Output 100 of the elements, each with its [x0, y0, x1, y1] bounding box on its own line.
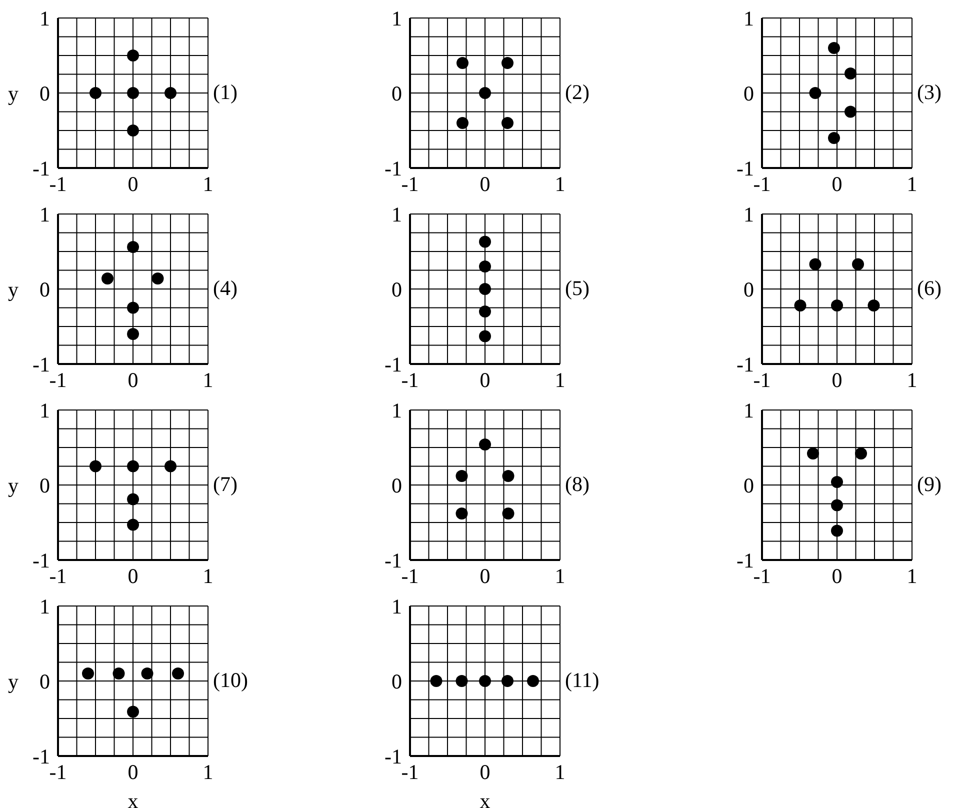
- y-tick-label: 0: [392, 81, 402, 106]
- text: (5): [565, 276, 590, 301]
- y-tick-label: -1: [736, 156, 754, 180]
- y-tick-label: 0: [392, 669, 402, 694]
- text: (11): [565, 668, 600, 693]
- point: [807, 448, 819, 460]
- point: [479, 283, 491, 295]
- text: (7): [213, 472, 238, 497]
- x-tick-label: 1: [202, 760, 214, 784]
- point: [127, 241, 139, 253]
- y-tick-label: -1: [384, 352, 402, 376]
- y-tick-label: -1: [32, 352, 50, 376]
- point: [164, 87, 176, 99]
- point: [456, 470, 468, 482]
- y-axis-title: y: [8, 81, 19, 106]
- x-tick-label: 1: [554, 172, 566, 196]
- y-tick-label: 1: [392, 202, 402, 226]
- y-tick-label: 0: [40, 669, 50, 694]
- point: [90, 87, 102, 99]
- point: [127, 50, 139, 62]
- x-tick-label: 1: [202, 368, 214, 392]
- point: [828, 132, 840, 144]
- x-tick-label: 0: [832, 368, 842, 392]
- y-tick-label: -1: [32, 744, 50, 768]
- y-tick-label: 0: [40, 81, 50, 106]
- point: [479, 330, 491, 342]
- x-tick-label: 1: [906, 368, 918, 392]
- text: (9): [917, 472, 942, 497]
- point: [479, 260, 491, 272]
- point: [164, 460, 176, 472]
- point: [127, 87, 139, 99]
- y-tick-label: -1: [384, 156, 402, 180]
- point: [456, 57, 468, 69]
- point: [809, 87, 822, 99]
- text: (2): [565, 80, 590, 105]
- point: [479, 438, 491, 450]
- point: [152, 272, 164, 284]
- y-tick-label: 1: [744, 6, 754, 30]
- point: [127, 124, 139, 136]
- x-tick-label: 0: [480, 368, 490, 392]
- y-tick-label: 1: [392, 398, 402, 422]
- x-tick-label: 0: [128, 368, 138, 392]
- point: [90, 460, 102, 472]
- y-tick-label: 1: [744, 398, 754, 422]
- point: [831, 524, 843, 537]
- y-tick-label: -1: [32, 548, 50, 572]
- text: (4): [213, 276, 238, 301]
- y-tick-label: -1: [736, 352, 754, 376]
- x-tick-label: 1: [202, 172, 214, 196]
- x-tick-label: 1: [554, 564, 566, 588]
- y-axis-title: y: [8, 669, 19, 694]
- point: [127, 302, 139, 314]
- y-tick-label: 0: [40, 277, 50, 302]
- x-tick-label: 0: [832, 172, 842, 196]
- point: [502, 57, 514, 69]
- point: [831, 499, 843, 512]
- y-tick-label: -1: [32, 156, 50, 180]
- point: [828, 42, 840, 54]
- y-tick-label: 0: [744, 81, 754, 106]
- x-tick-label: 0: [480, 172, 490, 196]
- point: [479, 306, 491, 318]
- text: (6): [917, 276, 942, 301]
- y-tick-label: -1: [384, 548, 402, 572]
- y-tick-label: 1: [392, 6, 402, 30]
- x-axis-title: x: [128, 789, 139, 808]
- x-axis-title: x: [480, 789, 491, 808]
- y-tick-label: -1: [384, 744, 402, 768]
- point: [127, 460, 139, 472]
- y-axis-title: y: [8, 473, 19, 498]
- point: [102, 272, 114, 284]
- text: (10): [213, 668, 248, 693]
- text: (3): [917, 80, 942, 105]
- y-axis-title: y: [8, 277, 19, 302]
- point: [456, 117, 468, 129]
- x-tick-label: 0: [128, 564, 138, 588]
- point: [844, 68, 856, 80]
- y-tick-label: 1: [744, 202, 754, 226]
- point: [127, 493, 139, 506]
- x-tick-label: 0: [480, 760, 490, 784]
- y-tick-label: 1: [40, 398, 50, 422]
- point: [844, 106, 856, 118]
- y-tick-label: 0: [40, 473, 50, 498]
- text: (8): [565, 472, 590, 497]
- point: [127, 328, 139, 340]
- y-tick-label: 0: [392, 473, 402, 498]
- x-tick-label: 1: [554, 760, 566, 784]
- y-tick-label: 1: [40, 202, 50, 226]
- x-tick-label: 1: [554, 368, 566, 392]
- x-tick-label: 1: [906, 564, 918, 588]
- point: [502, 470, 514, 482]
- y-tick-label: 0: [744, 277, 754, 302]
- x-tick-label: 1: [202, 564, 214, 588]
- text: (1): [213, 80, 238, 105]
- point: [831, 476, 843, 488]
- x-tick-label: 0: [128, 760, 138, 784]
- y-tick-label: 0: [392, 277, 402, 302]
- y-tick-label: 1: [392, 594, 402, 618]
- x-tick-label: 0: [480, 564, 490, 588]
- y-tick-label: 0: [744, 473, 754, 498]
- point: [502, 117, 514, 129]
